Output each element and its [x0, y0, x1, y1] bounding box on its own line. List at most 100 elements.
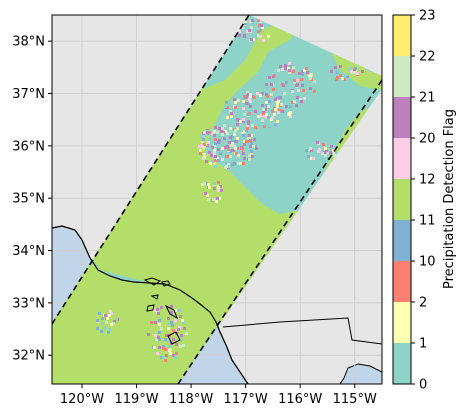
precip-pixel: [164, 348, 167, 351]
precip-pixel: [301, 70, 304, 73]
precip-pixel: [264, 108, 267, 111]
precip-pixel: [217, 189, 220, 192]
precip-pixel: [261, 119, 264, 122]
precip-pixel: [227, 155, 230, 158]
precip-pixel: [167, 317, 170, 320]
precip-pixel: [296, 79, 299, 82]
precip-pixel: [223, 124, 226, 127]
precip-pixel: [182, 321, 185, 324]
precip-pixel: [281, 83, 284, 86]
precip-pixel: [231, 97, 234, 100]
precip-pixel: [276, 102, 279, 105]
precip-pixel: [214, 126, 217, 129]
precip-pixel: [312, 157, 315, 160]
precip-pixel: [242, 118, 245, 121]
precip-pixel: [337, 70, 340, 73]
precip-pixel: [254, 21, 257, 24]
colorbar-segments: [393, 15, 411, 384]
precip-pixel: [305, 67, 308, 70]
precip-pixel: [162, 345, 165, 348]
precip-pixel: [244, 20, 247, 23]
precip-pixel: [183, 327, 186, 330]
precip-pixel: [225, 162, 228, 165]
precip-pixel: [318, 148, 321, 151]
precip-pixel: [291, 90, 294, 93]
precip-pixel: [259, 94, 262, 97]
precip-pixel: [207, 198, 210, 201]
island-san-clemente: [167, 331, 181, 345]
precip-pixel: [248, 29, 251, 32]
precip-pixel: [226, 145, 229, 148]
precip-pixel: [263, 115, 266, 118]
precip-pixel: [213, 130, 216, 133]
precip-pixel: [217, 141, 220, 144]
precip-pixel: [236, 118, 239, 121]
precip-pixel: [301, 63, 304, 66]
precip-pixel: [323, 151, 326, 154]
precip-pixel: [241, 26, 244, 29]
precip-pixel: [229, 155, 232, 158]
precip-pixel: [113, 320, 116, 323]
precip-pixel: [263, 125, 266, 128]
precip-pixel: [249, 95, 252, 98]
precip-pixel: [345, 73, 348, 76]
precip-pixel: [241, 147, 244, 150]
lat-tick-label: 35°N: [12, 192, 45, 207]
colorbar-tick-label: 1: [419, 337, 427, 352]
precip-pixel: [273, 113, 276, 116]
us-mexico-border: [222, 317, 382, 345]
precip-pixel: [222, 131, 225, 134]
precip-pixel: [181, 319, 184, 322]
precip-pixel: [175, 352, 178, 355]
precip-pixel: [156, 352, 159, 355]
precip-pixel: [274, 124, 277, 127]
precip-pixel: [229, 136, 232, 139]
precip-pixel: [325, 149, 328, 152]
precip-pixel: [174, 356, 177, 359]
precip-pixel: [154, 321, 157, 324]
precip-pixel: [246, 30, 249, 33]
precip-pixel: [259, 29, 262, 32]
precip-pixel: [213, 182, 216, 185]
precip-pixel: [228, 141, 231, 144]
precip-pixel: [234, 129, 237, 132]
precip-pixel: [153, 309, 156, 312]
precip-pixel: [217, 186, 220, 189]
colorbar-segment: [393, 15, 411, 56]
precip-pixel: [115, 318, 118, 321]
precip-pixel: [270, 118, 273, 121]
precip-pixel: [165, 354, 168, 357]
precip-pixel: [174, 319, 177, 322]
precip-pixel: [226, 116, 229, 119]
precip-pixel: [239, 120, 242, 123]
precip-pixel: [246, 125, 249, 128]
precip-pixel: [245, 95, 248, 98]
precip-pixel: [271, 116, 274, 119]
precip-pixel: [221, 158, 224, 161]
precip-pixel: [293, 81, 296, 84]
precip-pixel: [254, 110, 257, 113]
precip-pixel: [299, 98, 302, 101]
precip-pixel: [158, 319, 161, 322]
precip-pixel: [203, 153, 206, 156]
precip-pixel: [298, 72, 301, 75]
precip-pixel: [98, 312, 101, 315]
precip-pixel: [217, 159, 220, 162]
precip-pixel: [257, 115, 260, 118]
precip-pixel: [185, 332, 188, 335]
precip-pixel: [243, 157, 246, 160]
precip-pixel: [217, 148, 220, 151]
precip-pixel: [243, 95, 246, 98]
precip-pixel: [242, 152, 245, 155]
precip-pixel: [172, 329, 175, 332]
precip-pixel: [324, 154, 327, 157]
precip-pixel: [160, 306, 163, 309]
precip-pixel: [276, 105, 279, 108]
precip-pixel: [265, 101, 268, 104]
lat-tick-label: 37°N: [12, 87, 45, 102]
lon-tick-label: 115°W: [333, 392, 377, 407]
precip-pixel: [213, 187, 216, 190]
precip-pixel: [307, 155, 310, 158]
